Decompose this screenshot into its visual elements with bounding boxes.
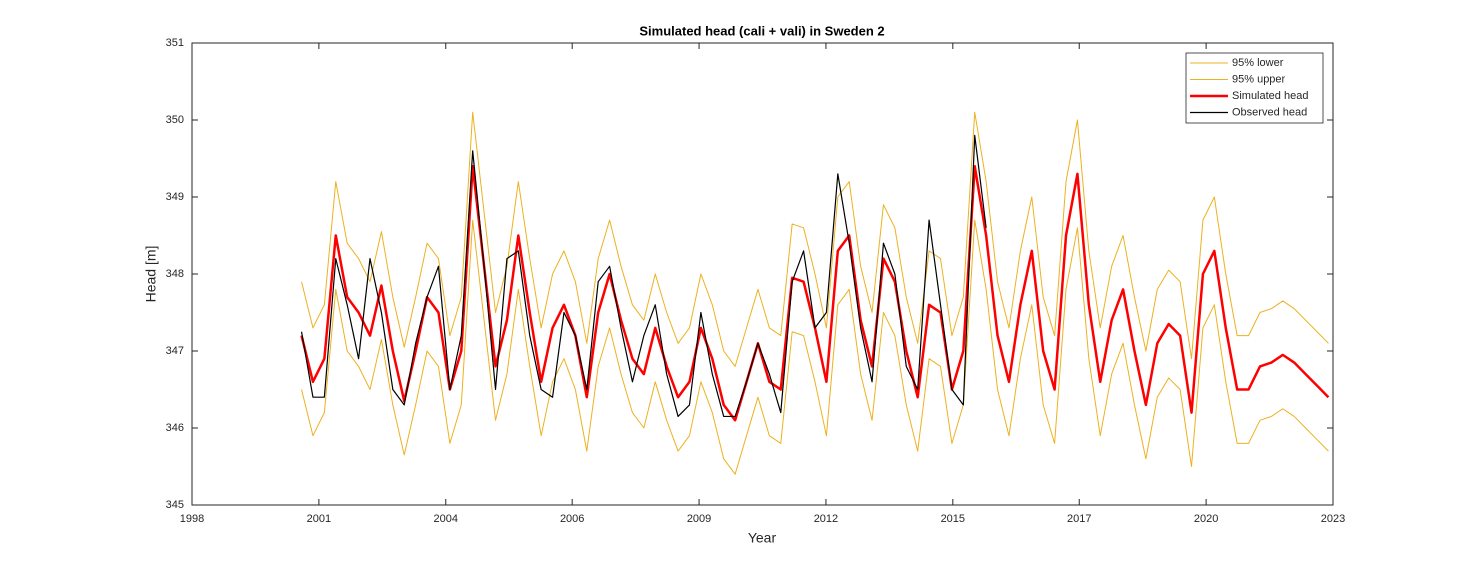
x-tick-label: 2001: [307, 513, 331, 525]
chart-title: Simulated head (cali + vali) in Sweden 2: [639, 23, 884, 38]
legend-label: Observed head: [1232, 106, 1307, 118]
y-tick-label: 351: [166, 37, 184, 49]
x-tick-label: 2017: [1067, 513, 1091, 525]
y-tick-label: 348: [166, 268, 184, 280]
y-tick-label: 345: [166, 499, 184, 511]
series-line: [300, 134, 987, 418]
x-tick-label: 2015: [941, 513, 965, 525]
x-tick-label: 1998: [180, 513, 204, 525]
x-tick-label: 2009: [687, 513, 711, 525]
x-tick-label: 2012: [814, 513, 838, 525]
y-tick-label: 347: [166, 345, 184, 357]
x-axis-label: Year: [748, 530, 777, 546]
series-line: [301, 111, 1329, 367]
legend-label: Simulated head: [1232, 90, 1308, 102]
legend-label: 95% lower: [1232, 57, 1284, 69]
series-line: [301, 219, 1329, 475]
y-tick-label: 346: [166, 422, 184, 434]
x-tick-label: 2020: [1194, 513, 1218, 525]
y-tick-label: 350: [166, 114, 184, 126]
x-tick-label: 2006: [560, 513, 584, 525]
y-axis-label: Head [m]: [143, 246, 159, 303]
legend-label: 95% upper: [1232, 73, 1286, 85]
plot-area: [191, 42, 1334, 506]
x-tick-label: 2004: [434, 513, 458, 525]
legend-box: [1185, 52, 1324, 124]
x-tick-label: 2023: [1321, 513, 1345, 525]
y-tick-label: 349: [166, 191, 184, 203]
